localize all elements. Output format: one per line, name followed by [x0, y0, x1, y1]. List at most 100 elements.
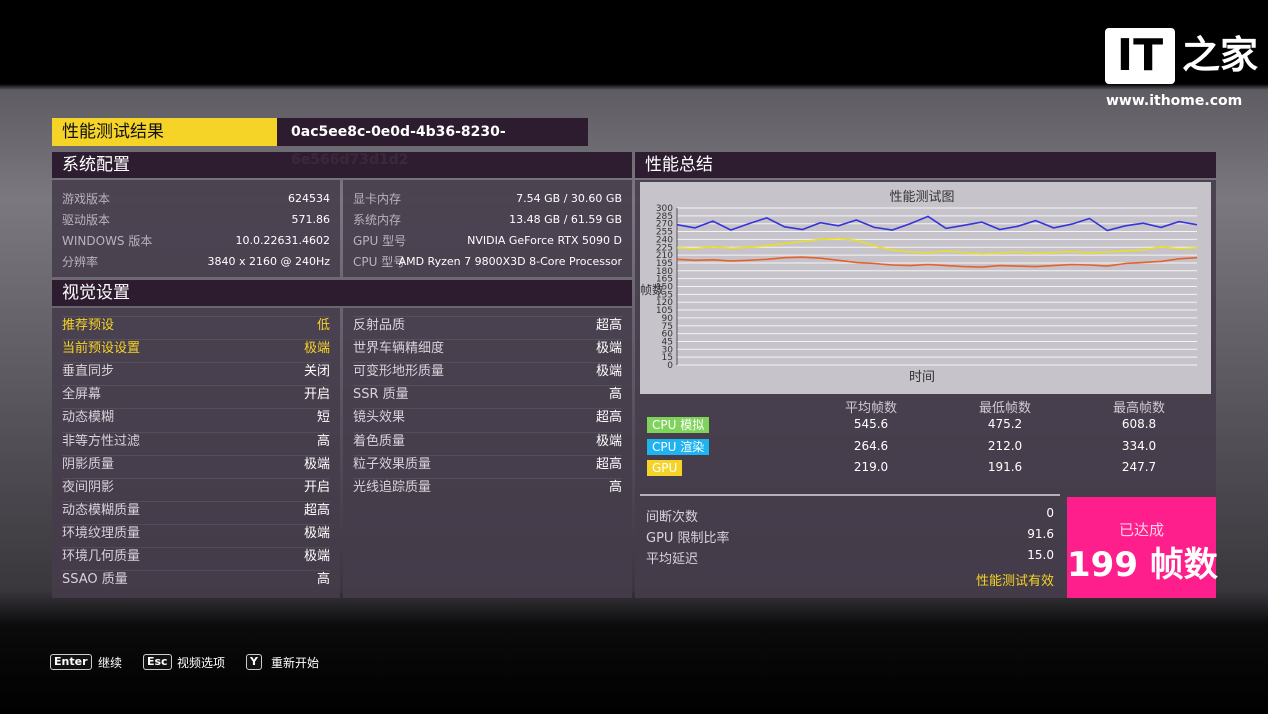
stat-label: 平均延迟 — [646, 552, 699, 567]
series-label: CPU 模拟 — [647, 417, 710, 433]
setting-label: 推荐预设 — [62, 318, 115, 333]
control-label[interactable]: 重新开始 — [271, 656, 320, 670]
setting-label: 动态模糊 — [62, 410, 115, 426]
setting-value: 超高 — [595, 456, 622, 472]
setting-label: 着色质量 — [353, 433, 406, 449]
setting-value: 极端 — [303, 341, 330, 357]
control-key[interactable]: Y — [246, 654, 262, 670]
chart-background — [640, 182, 1211, 394]
chart-title: 性能测试图 — [889, 190, 954, 205]
setting-value: 高 — [608, 387, 622, 403]
y-tick-label: 180 — [656, 267, 673, 277]
setting-row: 非等方性过滤 高 — [62, 431, 330, 449]
run-id: 0ac5ee8c-0e0d-4b36-8230-6e566d73d1d2 — [277, 118, 588, 168]
divider — [640, 494, 1060, 496]
setting-value: 低 — [316, 318, 330, 333]
y-tick-label: 270 — [656, 220, 673, 230]
setting-row: 动态模糊质量 超高 — [62, 500, 330, 518]
y-tick-label: 255 — [656, 228, 673, 238]
setting-label: 当前预设设置 — [62, 341, 141, 357]
setting-row: SSR 质量 高 — [353, 385, 622, 402]
config-label: 系统内存 — [353, 213, 402, 227]
y-tick-label: 195 — [656, 259, 673, 269]
setting-row: 光线追踪质量 高 — [353, 477, 622, 495]
config-label: CPU 型号 — [353, 255, 406, 269]
setting-row: 全屏幕 开启 — [62, 385, 330, 402]
section-title: 系统配置 — [52, 152, 632, 178]
status: 性能测试有效 — [975, 574, 1054, 589]
logo-mark: IT — [1105, 28, 1175, 84]
setting-row: 环境几何质量 极端 — [62, 547, 330, 564]
setting-row: 动态模糊 短 — [62, 408, 330, 425]
series-line — [677, 237, 1197, 255]
y-tick-label: 0 — [667, 361, 673, 371]
setting-label: SSAO 质量 — [62, 572, 128, 588]
y-tick-label: 285 — [656, 212, 673, 222]
achieved-value: 199 帧数 — [1067, 545, 1218, 585]
table-value: 334.0 — [1121, 438, 1157, 453]
y-tick-label: 165 — [656, 275, 673, 285]
setting-label: 世界车辆精细度 — [353, 341, 445, 357]
setting-value: 极端 — [303, 525, 330, 541]
series-label: CPU 渲染 — [647, 438, 710, 455]
setting-row: 垂直同步 关闭 — [62, 362, 330, 379]
y-tick-label: 60 — [662, 330, 674, 340]
achieved-box: 已达成 199 帧数 — [1067, 497, 1218, 598]
control-label[interactable]: 继续 — [98, 656, 123, 670]
setting-label: 动态模糊质量 — [62, 502, 141, 518]
x-axis-label: 时间 — [909, 370, 935, 385]
config-label: 游戏版本 — [62, 192, 111, 206]
setting-row: 世界车辆精细度 极端 — [353, 339, 622, 356]
table-value: 219.0 — [853, 460, 889, 474]
table-value: 247.7 — [1121, 460, 1157, 474]
config-label: 驱动版本 — [62, 213, 111, 227]
achieved-label: 已达成 — [1118, 521, 1164, 539]
stat-value: 15.0 — [1027, 548, 1054, 562]
control-key[interactable]: Enter — [50, 654, 92, 670]
y-tick-label: 240 — [656, 235, 673, 245]
section-title: 视觉设置 — [52, 280, 632, 306]
y-tick-label: 30 — [662, 345, 674, 355]
control-key[interactable]: Esc — [143, 654, 172, 670]
setting-label: SSR 质量 — [353, 387, 409, 403]
section-title: 性能总结 — [635, 152, 1216, 178]
setting-value: 短 — [316, 410, 330, 426]
setting-value: 高 — [608, 479, 622, 495]
config-value: AMD Ryzen 7 9800X3D 8-Core Processor — [398, 255, 622, 268]
y-tick-label: 105 — [656, 306, 673, 316]
stat-value: 91.6 — [1027, 527, 1054, 541]
config-label: WINDOWS 版本 — [62, 234, 153, 248]
setting-row: 阴影质量 极端 — [62, 454, 330, 472]
y-tick-label: 135 — [656, 290, 673, 300]
config-label: 分辨率 — [62, 255, 99, 269]
y-tick-label: 90 — [662, 314, 674, 324]
table-value: 191.6 — [987, 460, 1023, 474]
setting-value: 开启 — [303, 387, 330, 403]
setting-row: SSAO 质量 高 — [62, 570, 330, 587]
setting-row: 反射品质 超高 — [353, 316, 622, 333]
setting-value: 超高 — [595, 318, 622, 333]
setting-value: 极端 — [595, 341, 622, 357]
y-tick-label: 225 — [656, 243, 673, 253]
table-header: 平均帧数 — [844, 401, 897, 416]
setting-row: 推荐预设 低 — [62, 316, 330, 333]
setting-row: 可变形地形质量 极端 — [353, 362, 622, 379]
control-label[interactable]: 视频选项 — [177, 656, 226, 670]
table-value: 608.8 — [1121, 417, 1157, 431]
setting-row: 镜头效果 超高 — [353, 408, 622, 425]
table-header: 最高帧数 — [1112, 401, 1165, 416]
setting-value: 关闭 — [303, 364, 330, 380]
setting-label: 可变形地形质量 — [353, 364, 445, 380]
config-value: 571.86 — [291, 213, 331, 226]
stat-value: 0 — [1046, 506, 1054, 520]
logo-name: 之家 — [1182, 33, 1259, 77]
config-value: NVIDIA GeForce RTX 5090 D — [467, 234, 622, 247]
table-value: 264.6 — [853, 438, 889, 453]
y-axis-label: 帧数 — [640, 282, 664, 297]
series-line — [677, 215, 1197, 232]
config-value: 624534 — [288, 192, 330, 205]
setting-label: 垂直同步 — [62, 364, 115, 380]
setting-label: 镜头效果 — [353, 410, 406, 426]
series-label: GPU — [647, 460, 683, 476]
